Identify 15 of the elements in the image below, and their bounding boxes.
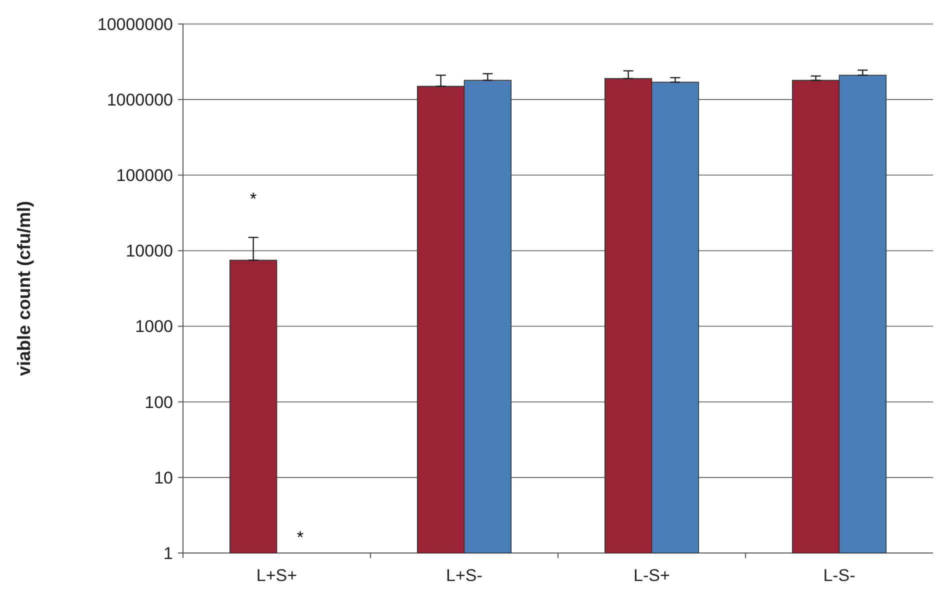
annotation: * — [296, 528, 304, 547]
x-tick-label: L+S+ — [256, 566, 298, 585]
y-axis-title: viable count (cfu/ml) — [14, 200, 34, 376]
y-tick-label: 1000000 — [106, 90, 173, 110]
y-tick-label: 1000 — [135, 317, 173, 336]
y-tick-label: 100000 — [116, 166, 173, 186]
x-tick-label: L-S- — [823, 566, 856, 585]
y-tick-label: 100 — [144, 392, 173, 412]
annotation: * — [250, 189, 257, 208]
y-tick-label: 1 — [164, 544, 173, 563]
x-tick-label: L-S+ — [634, 566, 670, 585]
y-tick-label: 10 — [154, 468, 173, 488]
x-tick-label: L+S- — [446, 566, 482, 585]
y-tick-label: 10000 — [126, 242, 173, 261]
y-tick-label: 10000000 — [97, 14, 173, 34]
